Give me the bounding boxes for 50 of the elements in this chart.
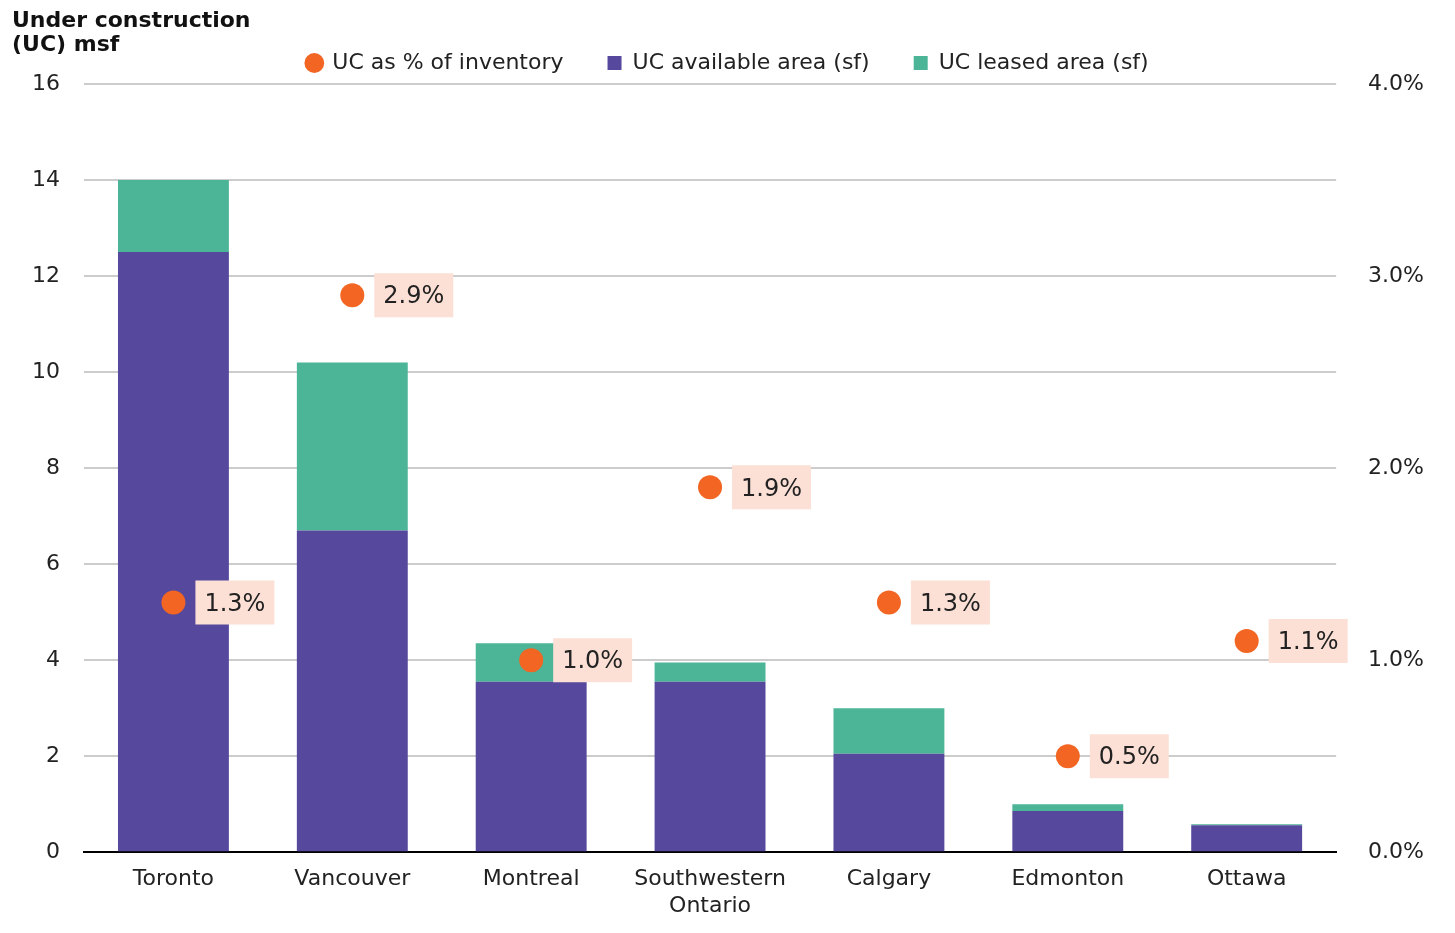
point [340, 283, 365, 308]
data-label: 1.3% [204, 588, 266, 617]
y2-tick-label: 0.0% [1368, 837, 1425, 863]
y2-tick-label: 4.0% [1368, 69, 1425, 95]
data-label: 1.3% [919, 588, 981, 617]
y-axis-title: Under construction (UC) msf [12, 7, 252, 56]
y-tick-label: 16 [31, 69, 60, 95]
data-label: 2.9% [383, 281, 445, 310]
point [519, 648, 544, 673]
bar [1012, 804, 1124, 811]
y-tick-label: 10 [31, 357, 60, 383]
bar [833, 753, 945, 852]
y-tick-label: 2 [45, 741, 60, 767]
legend-label: UC leased area (sf) [938, 48, 1149, 74]
y2-tick-label: 3.0% [1368, 261, 1425, 287]
y-tick-label: 8 [45, 453, 60, 479]
bar [833, 708, 945, 754]
legend-label: UC as % of inventory [332, 48, 564, 74]
y-tick-label: 12 [31, 261, 60, 287]
point [876, 590, 901, 615]
x-tick-label: Vancouver [294, 865, 412, 891]
point [161, 590, 186, 615]
y-tick-label: 6 [45, 549, 60, 575]
point [1234, 628, 1259, 653]
bar [296, 362, 408, 531]
x-tick-label: Ottawa [1206, 865, 1287, 891]
data-label: 0.5% [1098, 742, 1160, 771]
data-label: 1.0% [562, 646, 624, 675]
data-label: 1.9% [741, 473, 803, 502]
x-tick-label: Montreal [482, 865, 580, 891]
point [698, 475, 723, 500]
y-tick-label: 0 [45, 837, 60, 863]
x-tick-label: Edmonton [1011, 865, 1125, 891]
x-tick-label: Southwestern Ontario [634, 865, 786, 917]
bar [296, 530, 408, 852]
bar [117, 180, 229, 253]
y2-tick-label: 2.0% [1368, 453, 1425, 479]
data-label: 1.1% [1277, 627, 1339, 656]
y2-tick-label: 1.0% [1368, 645, 1425, 671]
bar [1191, 825, 1303, 852]
x-tick-label: Calgary [846, 865, 932, 891]
point [1055, 744, 1080, 769]
y-tick-label: 14 [31, 165, 60, 191]
bar [654, 681, 766, 852]
bar [654, 662, 766, 682]
bar [475, 681, 587, 852]
legend-label: UC available area (sf) [632, 48, 870, 74]
x-tick-label: Toronto [131, 865, 215, 891]
bar [1012, 810, 1124, 852]
y-tick-label: 4 [45, 645, 60, 671]
